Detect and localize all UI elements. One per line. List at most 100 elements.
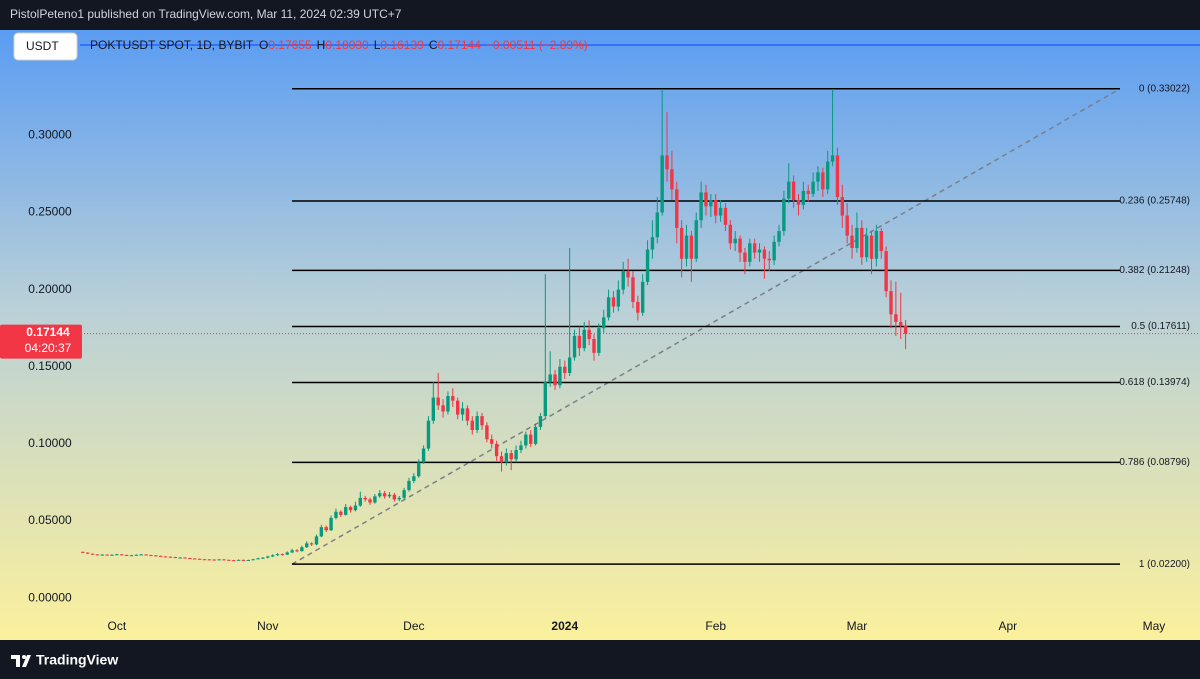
x-tick-label: Mar (847, 619, 868, 633)
candle-body (660, 155, 664, 213)
candle-body (280, 554, 285, 556)
candle-body (796, 200, 801, 205)
candle-body (558, 366, 562, 386)
candle-body (460, 408, 465, 415)
candle-body (524, 434, 528, 446)
candle-body (621, 271, 625, 290)
header-bar (0, 0, 1200, 30)
candle-body (232, 560, 236, 562)
candle-body (864, 235, 869, 258)
y-tick-label: 0.00000 (28, 590, 72, 604)
candle-body (329, 517, 333, 531)
candle-body (197, 558, 202, 560)
candle-body (811, 181, 815, 194)
candle-body (748, 243, 752, 262)
x-tick-label: Dec (403, 619, 424, 633)
plot: 0.00000 0.05000 0.10000 0.15000 0.20000 0.250… (0, 83, 1200, 633)
logo-dot (22, 655, 26, 659)
candle-body (100, 554, 104, 556)
candle-body (879, 230, 883, 252)
currency-label: USDT (26, 39, 59, 53)
candle-body (436, 397, 440, 406)
candle-body (251, 559, 255, 561)
candle-body (787, 181, 791, 199)
legend: POKTUSDT SPOT, 1D, BYBIT O0.17655 H0.18030… (90, 38, 588, 52)
candle-body (772, 241, 776, 261)
candle-body (343, 507, 348, 515)
candle-body (889, 291, 893, 315)
candle-body (743, 252, 747, 262)
candle-body (490, 439, 494, 444)
candle-body (305, 543, 309, 548)
candle-body (134, 554, 139, 556)
x-tick-label: Apr (999, 619, 1018, 633)
candle-body (188, 558, 192, 560)
candle-body (212, 559, 216, 561)
candle-body (587, 329, 591, 339)
fib-label: 0.382 (0.21248) (1119, 265, 1190, 276)
candle-body (855, 227, 859, 248)
ohlc-key: L (374, 38, 381, 52)
candle-body (723, 207, 728, 225)
candle-body (519, 445, 523, 451)
candle-body (645, 249, 650, 282)
candle-body (709, 200, 713, 207)
y-tick-label: 0.05000 (28, 513, 72, 527)
candle-body (105, 554, 109, 556)
candle-body (752, 243, 757, 253)
candle-body (762, 249, 767, 259)
candle-body (382, 493, 387, 497)
candle-body (626, 271, 630, 278)
candle-body (679, 227, 684, 259)
ohlc-key: H (317, 38, 326, 52)
candle-body (363, 497, 367, 500)
candle-body (407, 480, 411, 491)
candle-body (514, 450, 518, 460)
candle-body (295, 550, 299, 552)
x-tick-label: Oct (108, 619, 127, 633)
candle-body (402, 490, 406, 498)
candle-body (845, 215, 849, 236)
candle-body (397, 497, 401, 500)
ohlc-key: C (429, 38, 438, 52)
candle-body (533, 426, 538, 444)
candle-body (115, 554, 119, 556)
candle-body (835, 155, 840, 198)
candle-body (718, 207, 723, 216)
candle-body (290, 550, 294, 553)
candle-body (767, 258, 771, 261)
candle-body (869, 235, 874, 259)
candle-body (348, 507, 353, 511)
symbol: POKTUSDT SPOT, 1D, BYBIT (90, 38, 254, 52)
candle-body (426, 420, 431, 449)
candle-body (733, 238, 737, 244)
candle-body (606, 297, 611, 318)
last-price-label: 0.17144 (26, 325, 70, 339)
ohlc-key: O (259, 38, 268, 52)
candle-body (592, 338, 596, 353)
candle-body (563, 366, 567, 373)
footer-brand: TradingView (36, 652, 118, 668)
candle-body (129, 555, 134, 557)
currency-button[interactable] (13, 32, 78, 61)
candle-body (110, 554, 114, 556)
candle-body (373, 496, 377, 503)
candle-body (665, 155, 669, 170)
candle-body (387, 494, 392, 497)
candle-body (475, 416, 479, 430)
candle-body (183, 557, 187, 559)
y-tick-label: 0.10000 (28, 436, 72, 450)
candle-body (339, 511, 343, 515)
candle-body (431, 397, 436, 421)
last-price-box (0, 324, 82, 359)
candle-body (884, 251, 888, 292)
candle-body (202, 559, 207, 561)
candle-body (217, 559, 221, 561)
candle-body (154, 555, 158, 557)
candle-body (543, 382, 548, 417)
candle-body (738, 238, 742, 253)
candle-body (270, 555, 275, 557)
candle-body (582, 329, 586, 349)
candle-body (602, 317, 606, 329)
fib-label: 0.236 (0.25748) (1119, 196, 1190, 207)
